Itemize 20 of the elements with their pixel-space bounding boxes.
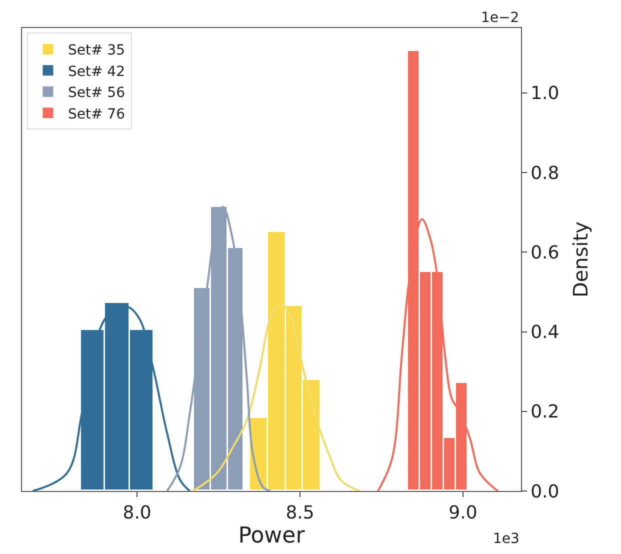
line-series: [32, 306, 191, 491]
y-tick-label: 0.4: [530, 322, 560, 344]
x-tick-label: 8.0: [122, 502, 152, 524]
line-series: [166, 206, 272, 491]
y-tick-label: 0.2: [530, 402, 560, 423]
y-tick-label: 1.0: [530, 83, 560, 104]
legend-label: Set# 56: [68, 85, 126, 102]
legend-label: Set# 76: [68, 106, 126, 122]
x-axis-title: Power: [238, 524, 306, 549]
x-tick-label: 8.5: [286, 502, 314, 524]
legend-label: Set# 35: [68, 42, 125, 59]
y-tick-label: 0.0: [530, 481, 560, 502]
text: 1e−2: [481, 10, 520, 26]
y-tick-label: 0.8: [530, 162, 560, 184]
text: 1e3: [493, 531, 520, 547]
line-series: [192, 302, 361, 491]
y-tick-label: 0.6: [530, 242, 560, 264]
legend-label: Set# 42: [68, 64, 125, 80]
y-axis-title: Density: [568, 221, 593, 298]
x-tick-label: 9.0: [448, 502, 478, 524]
